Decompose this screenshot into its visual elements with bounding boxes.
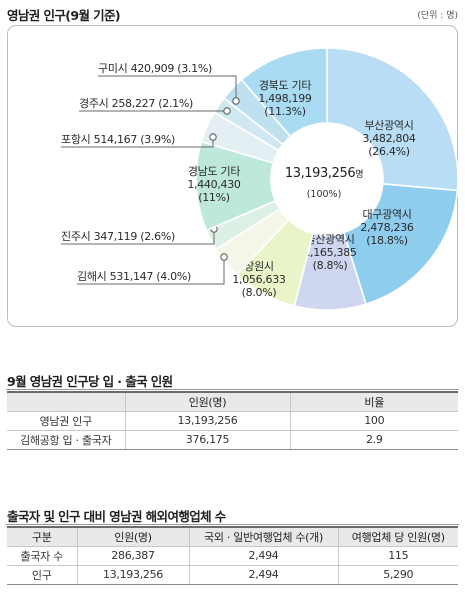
callout-dot <box>232 97 240 105</box>
center-total-value: 13,193,256명 <box>285 166 363 181</box>
table-cell: 13,193,256 <box>76 564 189 585</box>
table-cell: 김해공항 입 · 출국자 <box>7 429 125 450</box>
table-header-cell <box>7 391 125 411</box>
pie-slice <box>240 47 328 138</box>
table-header-cell: 인원(명) <box>76 526 189 546</box>
callout-label: 진주시 347,119 (2.6%) <box>61 230 175 243</box>
table-header-cell: 여행업체 당 인원(명) <box>337 526 458 546</box>
table-cell: 376,175 <box>124 429 290 450</box>
table-row: 김해공항 입 · 출국자 376,175 2.9 <box>7 429 458 450</box>
callout-dot <box>223 107 231 115</box>
table2-title-rule <box>6 524 459 525</box>
table1-title: 9월 영남권 인구당 입 · 출국 인원 <box>7 374 173 389</box>
pie-chart-panel: 부산광역시 3,482,804 (26.4%) 대구광역시 2,478,236 (18.8… <box>7 25 459 327</box>
callout-label: 김해시 531,147 (4.0%) <box>77 269 191 283</box>
pie-slice-label: 대구광역시 2,478,236 (18.8%) <box>360 208 414 247</box>
table-cell: 100 <box>289 410 458 430</box>
table-cell: 115 <box>337 545 458 565</box>
callout-label: 포항시 514,167 (3.9%) <box>61 133 175 146</box>
table-header-row: 구분 인원(명) 국외 · 일반여행업체 수(개) 여행업체 당 인원(명) <box>7 526 458 546</box>
table1-title-rule <box>6 389 459 390</box>
table-row: 출국자 수 286,387 2,494 115 <box>7 545 458 565</box>
entry-exit-table: 인원(명) 비율 영남권 인구 13,193,256 100 김해공항 입 · … <box>7 391 458 450</box>
callout-label: 구미시 420,909 (3.1%) <box>98 62 212 75</box>
table-cell: 출국자 수 <box>7 545 77 565</box>
table-header-cell: 구분 <box>7 526 77 546</box>
table2-title: 출국자 및 인구 대비 영남권 해외여행업체 수 <box>7 509 226 524</box>
table-row: 영남권 인구 13,193,256 100 <box>7 410 458 430</box>
pie-slice-label: 창원시 1,056,633 (8.0%) <box>232 260 286 299</box>
callout-dot <box>220 253 228 261</box>
callout-dot <box>209 133 217 141</box>
pie-slice-label: 부산광역시 3,482,804 (26.4%) <box>362 119 416 158</box>
unit-note: (단위 : 명) <box>417 11 458 21</box>
table-header-cell: 인원(명) <box>124 391 290 411</box>
table-cell: 영남권 인구 <box>7 410 125 430</box>
table-cell: 2,494 <box>188 545 338 565</box>
callout-label: 경주시 258,227 (2.1%) <box>79 97 193 110</box>
table-cell: 13,193,256 <box>124 410 290 430</box>
pie-slice-label: 경북도 기타 1,498,199 (11.3%) <box>258 79 312 118</box>
table-header-row: 인원(명) 비율 <box>7 391 458 411</box>
callout-line <box>77 257 225 285</box>
pie-slice-label: 경남도 기타 1,440,430 (11%) <box>187 165 241 204</box>
center-total-pct: (100%) <box>307 189 342 200</box>
table-header-cell: 비율 <box>289 391 458 411</box>
table-row: 인구 13,193,256 2,494 5,290 <box>7 564 458 585</box>
pie-slice <box>342 183 459 306</box>
table-cell: 286,387 <box>76 545 189 565</box>
travel-agency-table: 구분 인원(명) 국외 · 일반여행업체 수(개) 여행업체 당 인원(명) 출… <box>7 526 458 585</box>
callout-line <box>61 229 215 245</box>
callout-line <box>98 75 237 101</box>
pie-section-title: 영남권 인구(9월 기준) <box>7 8 121 23</box>
table-cell: 2.9 <box>289 429 458 450</box>
table-cell: 5,290 <box>337 564 458 585</box>
pie-slice <box>326 47 459 192</box>
pie-slice-label: 울산광역시 1,165,385 (8.8%) <box>303 233 357 272</box>
table-cell: 2,494 <box>188 564 338 585</box>
table-header-cell: 국외 · 일반여행업체 수(개) <box>188 526 338 546</box>
population-donut-chart: 부산광역시 3,482,804 (26.4%) 대구광역시 2,478,236 (18.8… <box>61 47 459 311</box>
table-cell: 인구 <box>7 564 77 585</box>
